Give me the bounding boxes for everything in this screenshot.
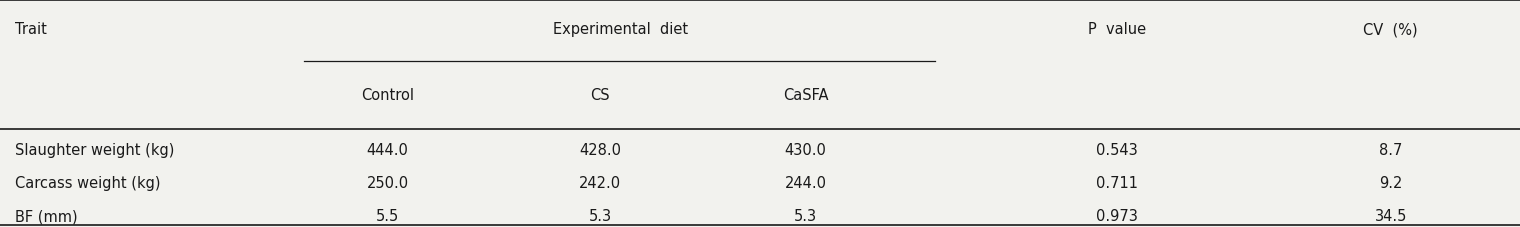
Text: Control: Control [362,88,413,103]
Text: 0.711: 0.711 [1096,175,1138,190]
Text: CaSFA: CaSFA [783,88,828,103]
Text: 430.0: 430.0 [784,142,827,157]
Text: 250.0: 250.0 [366,175,409,190]
Text: 0.543: 0.543 [1096,142,1138,157]
Text: 428.0: 428.0 [579,142,622,157]
Text: 244.0: 244.0 [784,175,827,190]
Text: 242.0: 242.0 [579,175,622,190]
Text: 5.3: 5.3 [588,208,613,223]
Text: Experimental  diet: Experimental diet [553,22,687,37]
Text: 5.5: 5.5 [375,208,400,223]
Text: BF (mm): BF (mm) [15,208,78,223]
Text: P  value: P value [1088,22,1146,37]
Text: 8.7: 8.7 [1379,142,1403,157]
Text: 34.5: 34.5 [1374,208,1408,223]
Text: 0.973: 0.973 [1096,208,1138,223]
Text: 444.0: 444.0 [366,142,409,157]
Text: Carcass weight (kg): Carcass weight (kg) [15,175,161,190]
Text: 9.2: 9.2 [1379,175,1403,190]
Text: Trait: Trait [15,22,47,37]
Text: 5.3: 5.3 [793,208,818,223]
Text: Slaughter weight (kg): Slaughter weight (kg) [15,142,175,157]
Text: CV  (%): CV (%) [1363,22,1418,37]
Text: CS: CS [591,88,610,103]
